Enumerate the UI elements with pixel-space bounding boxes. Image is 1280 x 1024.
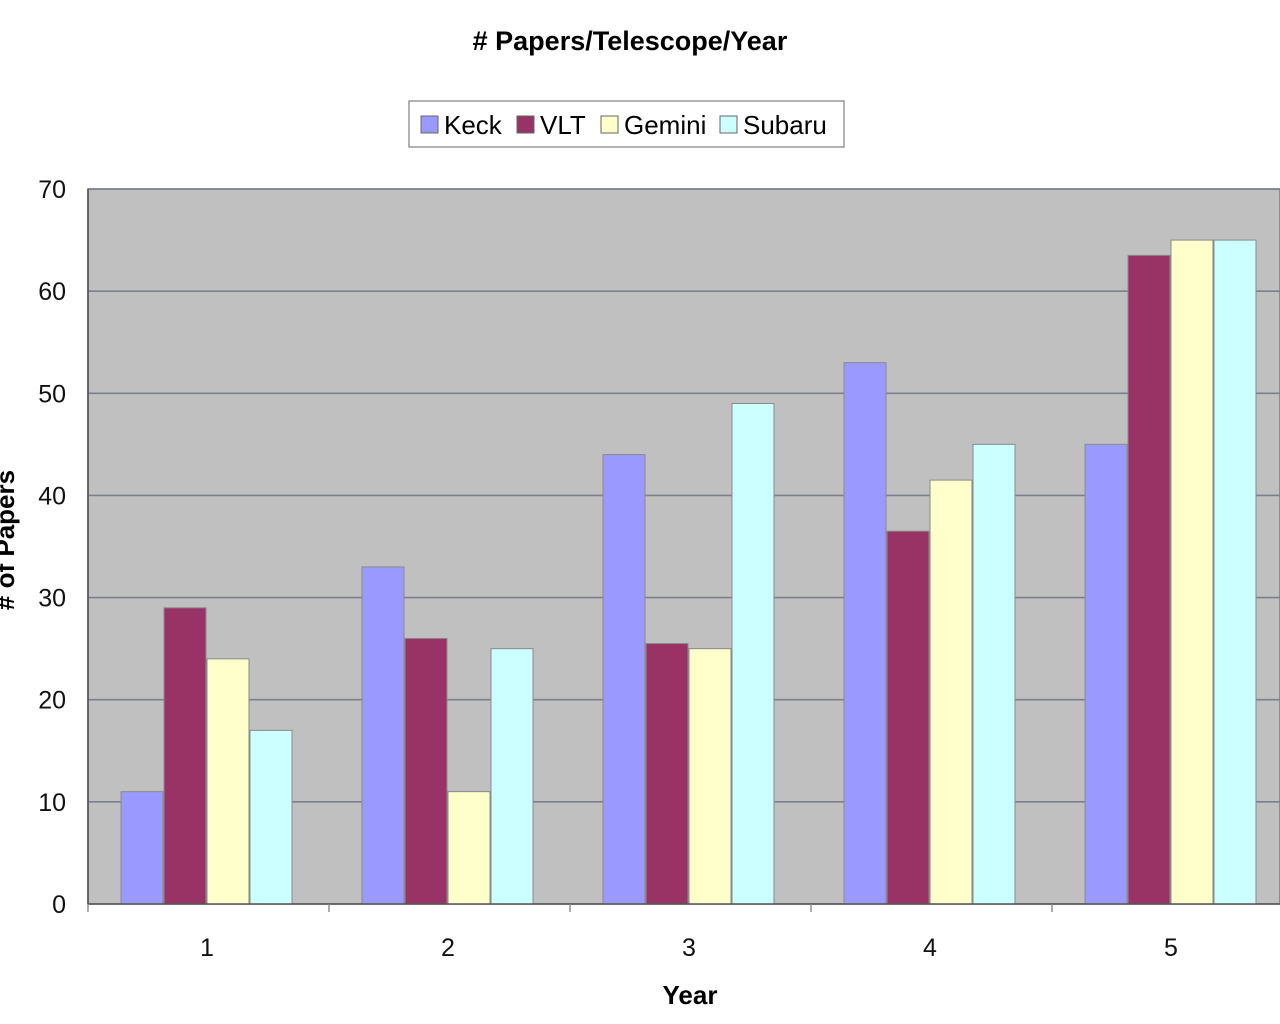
bar-keck-5	[1084, 443, 1128, 905]
legend: Keck VLT Gemini Subaru	[408, 100, 845, 148]
y-tick-labels: 0 10 20 30 40 50 60 70	[38, 176, 66, 919]
legend-swatch-vlt	[516, 115, 535, 134]
bar-subaru-5	[1213, 239, 1257, 905]
bars	[120, 239, 1257, 905]
legend-swatch-keck	[420, 115, 439, 134]
bar-keck-2	[361, 566, 405, 905]
legend-label-vlt: VLT	[540, 110, 586, 140]
x-tick-label: 2	[441, 934, 455, 962]
bar-subaru-1	[249, 729, 293, 905]
bar-subaru-4	[972, 443, 1016, 905]
bar-gemini-1	[206, 658, 250, 905]
legend-label-gemini: Gemini	[624, 110, 706, 140]
legend-label-keck: Keck	[444, 110, 503, 140]
legend-box	[408, 100, 845, 148]
y-axis-label: # of Papers	[0, 470, 20, 610]
x-tick-labels: 1 2 3 4 5	[200, 934, 1178, 962]
x-tick-label: 4	[923, 934, 937, 962]
bar-subaru-2	[490, 648, 534, 905]
y-tick-label: 70	[38, 176, 66, 204]
plot-area	[87, 188, 1280, 912]
bar-keck-4	[843, 362, 887, 905]
bar-vlt-3	[645, 643, 689, 905]
legend-swatch-subaru	[719, 115, 738, 134]
bar-gemini-4	[929, 479, 973, 905]
bar-vlt-5	[1127, 254, 1171, 905]
y-tick-label: 40	[38, 482, 66, 510]
bar-keck-1	[120, 791, 164, 905]
x-tick-label: 5	[1164, 934, 1178, 962]
y-tick-label: 30	[38, 585, 66, 613]
x-tick-label: 3	[682, 934, 696, 962]
x-tick-label: 1	[200, 934, 214, 962]
x-axis-label: Year	[663, 980, 718, 1010]
bar-subaru-3	[731, 403, 775, 905]
bar-vlt-4	[886, 530, 930, 905]
y-tick-label: 60	[38, 278, 66, 306]
y-tick-label: 20	[38, 687, 66, 715]
bar-gemini-5	[1170, 239, 1214, 905]
legend-swatch-gemini	[600, 115, 619, 134]
legend-label-subaru: Subaru	[743, 110, 827, 140]
y-tick-label: 10	[38, 789, 66, 817]
bar-vlt-1	[163, 607, 207, 905]
bar-gemini-3	[688, 648, 732, 905]
y-tick-label: 50	[38, 380, 66, 408]
bar-vlt-2	[404, 637, 448, 905]
bar-gemini-2	[447, 791, 491, 905]
bar-keck-3	[602, 454, 646, 905]
axes	[87, 189, 1280, 912]
chart-title: # Papers/Telescope/Year	[473, 26, 788, 56]
y-tick-label: 0	[52, 891, 66, 919]
